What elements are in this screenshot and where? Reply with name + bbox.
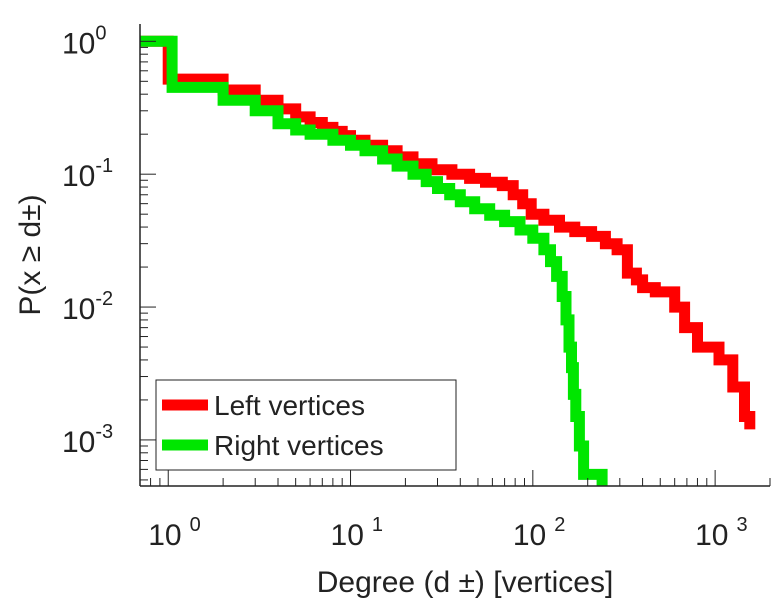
x-axis-label: Degree (d ±) [vertices] [317,566,614,599]
y-tick-base: 10 [62,27,95,60]
series-line-right-vertices [140,35,608,486]
y-tick-label: 100 [62,22,107,60]
y-tick-exponent: 0 [95,22,106,44]
x-tick-label: 10 3 [695,514,748,552]
y-tick-label: 10-1 [62,155,113,193]
y-tick-base: 10 [62,293,95,326]
x-tick-base: 10 [513,519,546,552]
x-tick-base: 10 [148,519,181,552]
x-tick-base: 10 [695,519,728,552]
y-tick-label: 10-3 [62,421,113,459]
y-tick-base: 10 [62,160,95,193]
x-tick-exponent: 3 [736,514,747,536]
x-tick-label: 10 1 [331,514,384,552]
x-tick-exponent: 1 [372,514,383,536]
legend-layer: Left vertices Right vertices [155,379,457,471]
series-layer [140,35,756,486]
y-tick-exponent: -3 [95,421,113,443]
legend-label-right-vertices: Right vertices [214,430,384,461]
series-line-left-vertices [140,35,756,430]
y-tick-base: 10 [62,426,95,459]
x-tick-base: 10 [331,519,364,552]
legend-box [155,379,457,471]
x-tick-label: 10 0 [148,514,201,552]
y-tick-exponent: -2 [95,288,113,310]
x-tick-exponent: 0 [190,514,201,536]
legend-label-left-vertices: Left vertices [214,390,365,421]
y-axis-label: P(x ≥ d±) [14,194,47,315]
x-tick-label: 10 2 [513,514,566,552]
y-tick-exponent: -1 [95,155,113,177]
x-tick-exponent: 2 [554,514,565,536]
y-tick-label: 10-2 [62,288,113,326]
